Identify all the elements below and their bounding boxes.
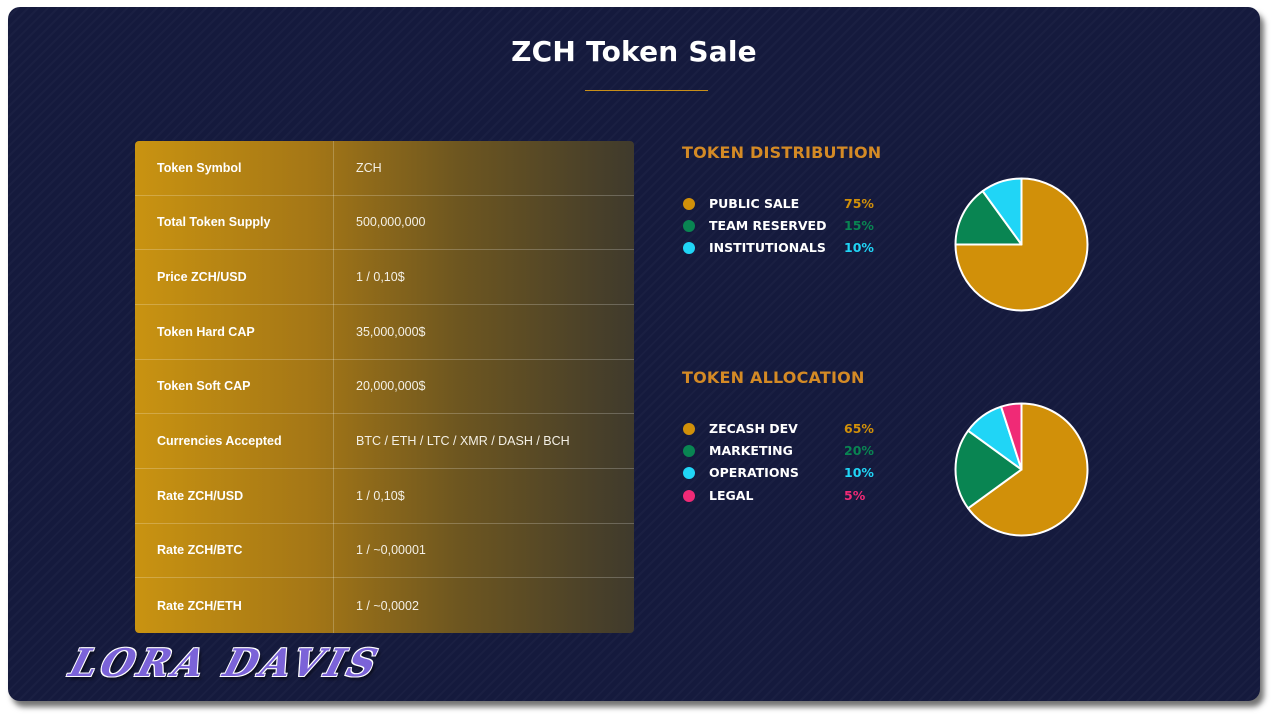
table-row: Token Symbol ZCH [135, 141, 634, 196]
legend-percent: 10% [844, 465, 874, 480]
allocation-legend-item: OPERATIONS 10% [682, 465, 902, 483]
legend-label: LEGAL [709, 488, 754, 503]
row-label: Rate ZCH/BTC [157, 543, 243, 558]
table-row: Rate ZCH/ETH 1 / ~0,0002 [135, 578, 634, 633]
row-value: 35,000,000$ [356, 324, 426, 339]
legend-dot [683, 490, 695, 502]
table-column-divider [333, 141, 334, 633]
row-label: Rate ZCH/USD [157, 488, 244, 503]
legend-dot [683, 198, 695, 210]
legend-dot [683, 423, 695, 435]
pie-slice-institutionals [981, 177, 1023, 246]
allocation-title: TOKEN ALLOCATION [682, 368, 865, 387]
legend-label: OPERATIONS [709, 465, 799, 480]
title-underline [585, 90, 708, 91]
distribution-title: TOKEN DISTRIBUTION [682, 143, 882, 162]
distribution-pie-chart [954, 177, 1089, 312]
distribution-legend-item: PUBLIC SALE 75% [682, 196, 902, 214]
legend-dot [683, 445, 695, 457]
row-value: ZCH [356, 160, 382, 175]
legend-percent: 20% [844, 443, 874, 458]
row-label: Price ZCH/USD [157, 270, 247, 285]
legend-dot [683, 467, 695, 479]
legend-label: MARKETING [709, 443, 793, 458]
allocation-pie-chart [954, 402, 1089, 537]
row-label: Token Soft CAP [157, 379, 251, 394]
allocation-legend-item: MARKETING 20% [682, 443, 902, 461]
legend-label: TEAM RESERVED [709, 218, 827, 233]
legend-percent: 75% [844, 196, 874, 211]
legend-label: PUBLIC SALE [709, 196, 800, 211]
pie-slice-public-sale [954, 177, 1089, 312]
row-value: BTC / ETH / LTC / XMR / DASH / BCH [356, 434, 570, 449]
legend-percent: 65% [844, 421, 874, 436]
row-value: 1 / ~0,00001 [356, 543, 426, 558]
table-row: Price ZCH/USD 1 / 0,10$ [135, 250, 634, 305]
legend-dot [683, 242, 695, 254]
table-row: Total Token Supply 500,000,000 [135, 196, 634, 251]
table-row: Token Hard CAP 35,000,000$ [135, 305, 634, 360]
signature-watermark: LORA DAVIS [64, 640, 387, 685]
pie-slice-zecash-dev [967, 402, 1089, 537]
row-label: Total Token Supply [157, 215, 271, 230]
allocation-legend-item: ZECASH DEV 65% [682, 421, 902, 439]
distribution-legend-item: TEAM RESERVED 15% [682, 218, 902, 236]
row-label: Currencies Accepted [157, 434, 282, 449]
table-row: Rate ZCH/BTC 1 / ~0,00001 [135, 524, 634, 579]
distribution-legend-item: INSTITUTIONALS 10% [682, 240, 902, 258]
row-value: 1 / 0,10$ [356, 488, 405, 503]
pie-slice-legal [1000, 402, 1023, 471]
legend-label: ZECASH DEV [709, 421, 798, 436]
row-value: 500,000,000 [356, 215, 426, 230]
table-row: Token Soft CAP 20,000,000$ [135, 360, 634, 415]
row-label: Token Symbol [157, 160, 242, 175]
token-info-table: Token Symbol ZCH Total Token Supply 500,… [135, 141, 634, 633]
row-label: Rate ZCH/ETH [157, 598, 242, 613]
legend-percent: 5% [844, 488, 866, 503]
legend-dot [683, 220, 695, 232]
pie-slice-team-reserved [954, 190, 1023, 246]
page-title: ZCH Token Sale [511, 35, 757, 68]
legend-percent: 10% [844, 240, 874, 255]
row-value: 1 / ~0,0002 [356, 598, 419, 613]
allocation-legend-item: LEGAL 5% [682, 488, 902, 506]
row-label: Token Hard CAP [157, 324, 255, 339]
row-value: 1 / 0,10$ [356, 270, 405, 285]
legend-percent: 15% [844, 218, 874, 233]
table-row: Rate ZCH/USD 1 / 0,10$ [135, 469, 634, 524]
legend-label: INSTITUTIONALS [709, 240, 826, 255]
token-sale-panel: ZCH Token Sale Token Symbol ZCH Total To… [8, 7, 1260, 701]
row-value: 20,000,000$ [356, 379, 426, 394]
pie-slice-marketing [954, 429, 1023, 510]
table-row: Currencies Accepted BTC / ETH / LTC / XM… [135, 414, 634, 469]
